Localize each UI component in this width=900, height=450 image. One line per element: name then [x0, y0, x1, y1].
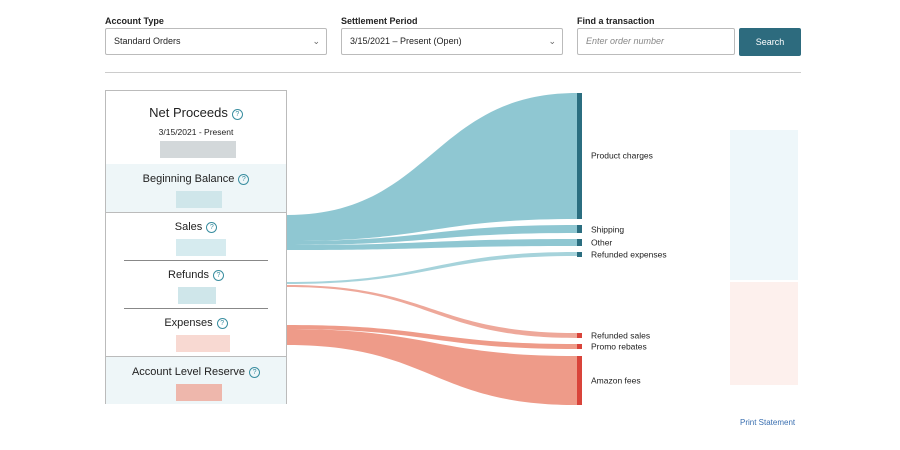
faded-block: [730, 282, 798, 385]
period-select[interactable]: 3/15/2021 – Present (Open) ⌄: [341, 28, 563, 55]
search-input[interactable]: Enter order number: [577, 28, 735, 55]
flow: [287, 329, 577, 405]
select-value: Standard Orders: [114, 36, 181, 46]
help-icon[interactable]: ?: [238, 174, 250, 185]
label: Settlement Period: [341, 16, 418, 26]
node-label: Refunded sales: [591, 330, 650, 340]
label: Account Type: [105, 16, 164, 26]
hidden-amount: [178, 287, 216, 304]
hidden-amount: [160, 141, 236, 158]
chevron: ⌄: [548, 36, 556, 46]
section-row: Account Level Reserve?: [106, 366, 286, 378]
help-icon[interactable]: ?: [216, 318, 228, 329]
section-row: Beginning Balance?: [106, 173, 286, 185]
hidden-amount: [176, 239, 226, 256]
flow: [287, 252, 577, 284]
chevron: ⌄: [312, 36, 320, 46]
node: [577, 225, 582, 233]
section-label: Sales: [174, 221, 203, 233]
placeholder: Enter order number: [586, 36, 665, 46]
node: [577, 344, 582, 349]
section-row: Expenses?: [106, 317, 286, 329]
node-label: Other: [591, 237, 612, 247]
divider: [124, 260, 268, 261]
flow: [287, 239, 577, 250]
node: [577, 252, 582, 257]
label: Find a transaction: [577, 16, 655, 26]
flow: [287, 285, 577, 338]
summary-period: 3/15/2021 - Present: [158, 127, 234, 137]
node: [577, 356, 582, 405]
help-icon[interactable]: ?: [231, 109, 243, 120]
hidden-amount: [176, 191, 222, 208]
hidden-amount: [176, 384, 222, 401]
help-icon[interactable]: ?: [206, 222, 218, 233]
section-row: Sales?: [106, 221, 286, 233]
flow: [287, 325, 577, 349]
faded-block: [730, 130, 798, 280]
divider: [124, 308, 268, 309]
node-label: Product charges: [591, 150, 653, 160]
section-label: Expenses: [164, 317, 213, 329]
section-label: Beginning Balance: [142, 173, 235, 185]
help-icon[interactable]: ?: [249, 367, 261, 378]
flow: [287, 225, 577, 245]
node: [577, 93, 582, 219]
section-label: Refunds: [168, 269, 209, 281]
summary-title: Net Proceeds: [149, 105, 228, 120]
divider: [105, 72, 801, 73]
node: [577, 333, 582, 338]
node-label: Shipping: [591, 224, 624, 234]
select-value: 3/15/2021 – Present (Open): [350, 36, 462, 46]
section-row: Refunds?: [106, 269, 286, 281]
summary-title-row: Net Proceeds?: [106, 105, 286, 120]
node: [577, 239, 582, 246]
search-button[interactable]: Search: [739, 28, 801, 56]
print-statement-link[interactable]: Print Statement: [740, 418, 796, 427]
account-type-select[interactable]: Standard Orders ⌄: [105, 28, 327, 55]
summary-panel: Net Proceeds? 3/15/2021 - Present Beginn…: [105, 90, 287, 404]
section-label: Account Level Reserve: [131, 366, 246, 378]
divider: [106, 212, 286, 213]
node-label: Amazon fees: [591, 375, 641, 385]
help-icon[interactable]: ?: [212, 270, 224, 281]
hidden-amount: [176, 335, 230, 352]
node-label: Promo rebates: [591, 341, 647, 351]
flow: [287, 93, 577, 241]
node-label: Refunded expenses: [591, 249, 667, 259]
